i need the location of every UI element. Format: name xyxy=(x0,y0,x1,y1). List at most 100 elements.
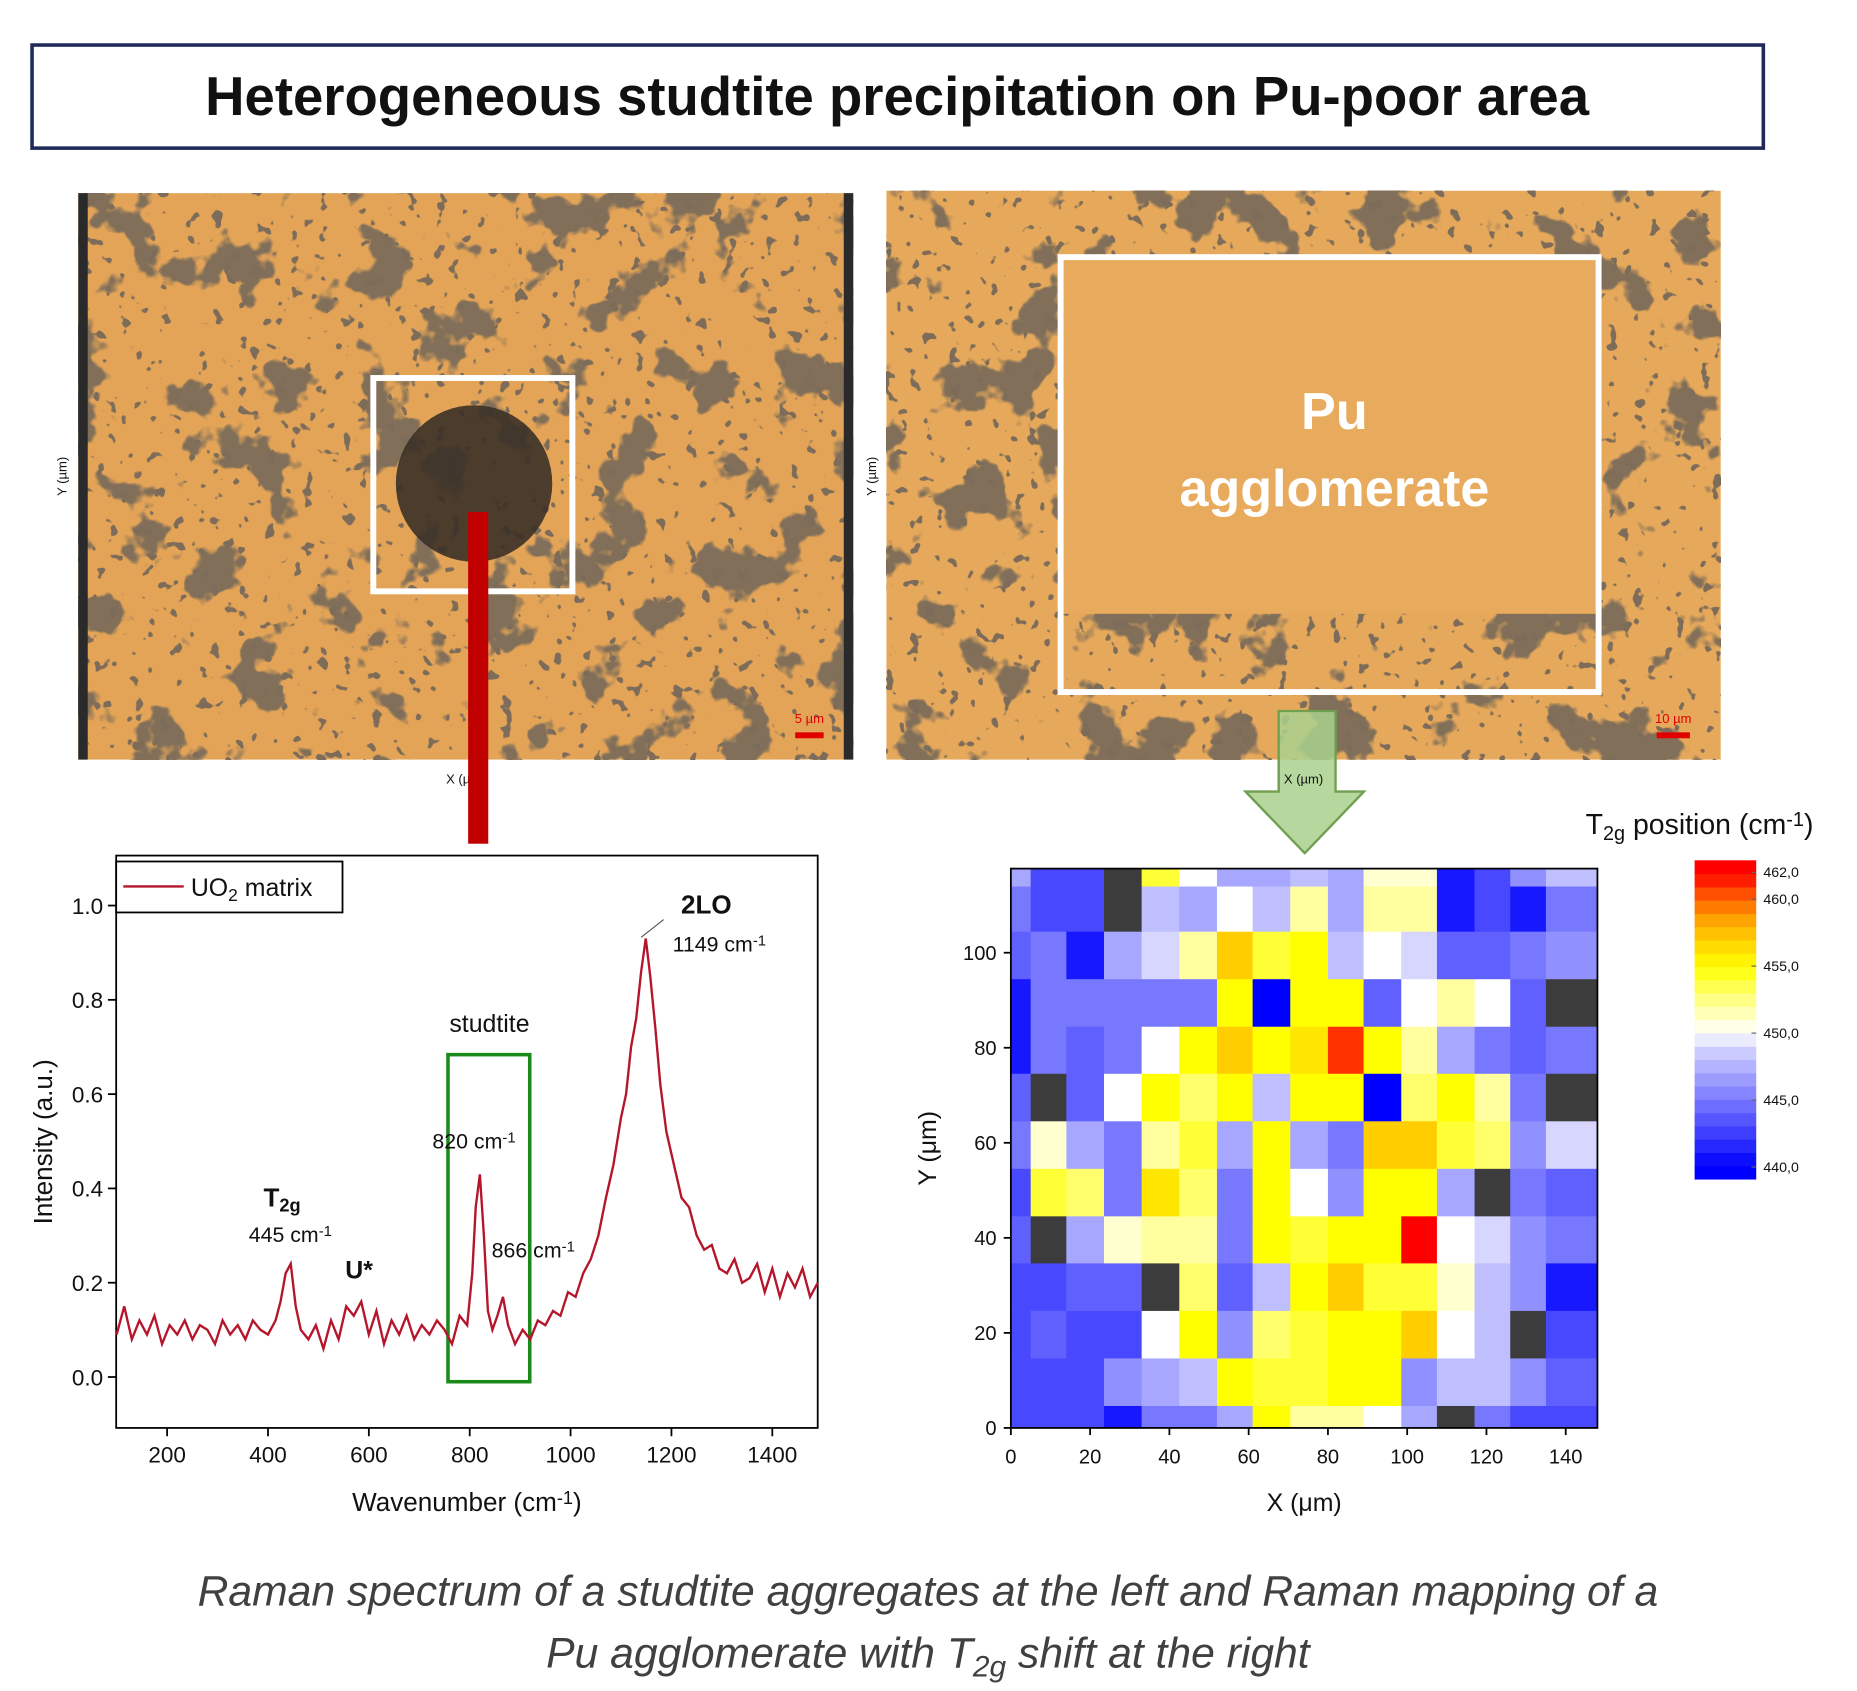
heatmap-cell xyxy=(1363,1405,1402,1429)
annotation: 820 cm-1 xyxy=(432,1129,515,1153)
heatmap-cell xyxy=(1474,1405,1511,1429)
chart-background xyxy=(28,843,825,1520)
heatmap-cell xyxy=(1103,1073,1143,1122)
scale-label: 10 µm xyxy=(1655,711,1691,726)
heatmap-cell xyxy=(1327,1120,1364,1169)
leader-line xyxy=(640,919,665,938)
text-part: 866 cm xyxy=(492,1238,562,1262)
heatmap-cell xyxy=(1401,1026,1438,1074)
y-tick-label: 80 xyxy=(974,1038,996,1060)
heatmap-cell xyxy=(1401,1073,1438,1122)
heatmap-cell xyxy=(1363,1310,1402,1359)
colorbar-band xyxy=(1694,1152,1757,1167)
heatmap-cell xyxy=(1401,1310,1438,1359)
heatmap-cell xyxy=(1327,1310,1364,1359)
heatmap-cell xyxy=(1436,1310,1475,1359)
colorbar-band xyxy=(1694,1046,1757,1061)
heatmap-cell xyxy=(1401,931,1438,980)
heatmap-cell xyxy=(1141,931,1180,980)
heatmap-cell xyxy=(1545,1120,1598,1169)
legend-label: UO2 matrix xyxy=(191,874,313,905)
heatmap-cell xyxy=(1401,978,1438,1027)
x-tick-label: 140 xyxy=(1549,1446,1583,1468)
heatmap-cell xyxy=(1252,1358,1291,1406)
heatmap-cell xyxy=(1510,1263,1547,1311)
heatmap-cell xyxy=(1290,1405,1329,1429)
colorbar-band xyxy=(1694,1165,1757,1180)
heatmap-cell xyxy=(1401,1263,1438,1311)
heatmap-cell xyxy=(1290,868,1329,887)
heatmap-cell xyxy=(1141,1026,1180,1074)
heatmap-cell xyxy=(1103,1263,1143,1311)
heatmap-cell xyxy=(1290,886,1329,932)
heatmap-cell xyxy=(1179,1405,1218,1429)
colorbar-band xyxy=(1694,1086,1757,1100)
x-tick-label: 20 xyxy=(1079,1446,1101,1468)
heatmap-cell xyxy=(1030,1026,1067,1074)
colorbar-tick-label: 462,0 xyxy=(1763,865,1799,881)
heatmap-cell xyxy=(1510,931,1547,980)
heatmap-cell xyxy=(1103,1026,1143,1074)
heatmap-cell xyxy=(1010,1263,1032,1311)
heatmap-cell xyxy=(1216,886,1253,932)
heatmap-cell xyxy=(1216,1120,1253,1169)
heatmap-cell xyxy=(1401,1358,1438,1406)
superscript: -1 xyxy=(557,1487,573,1508)
heatmap-cell xyxy=(1290,978,1329,1027)
heatmap-cell xyxy=(1474,1073,1511,1122)
heatmap-cell xyxy=(1030,1263,1067,1311)
caption-line: Pu agglomerate with T2g shift at the rig… xyxy=(546,1629,1312,1683)
x-tick-label: 400 xyxy=(249,1442,287,1467)
heatmap-cell xyxy=(1510,978,1547,1027)
heatmap-cell xyxy=(1363,1168,1402,1217)
title-box xyxy=(30,43,1766,150)
text-part: position (cm xyxy=(1625,809,1786,841)
y-tick-label: 0.0 xyxy=(72,1365,103,1390)
colorbar-title: T2g position (cm-1) xyxy=(1586,809,1814,845)
heatmap-cell xyxy=(1141,1215,1180,1264)
heatmap-cell xyxy=(1066,1026,1105,1074)
annotation: 2LO xyxy=(681,890,732,920)
heatmap-cell xyxy=(1103,1168,1143,1217)
colorbar-tick-label: 445,0 xyxy=(1763,1093,1799,1109)
heatmap-cell xyxy=(1363,1073,1402,1122)
heatmap-cell xyxy=(1436,978,1475,1027)
heatmap-cell xyxy=(1179,1263,1218,1311)
heatmap-cell xyxy=(1327,1073,1364,1122)
text-part: Pu agglomerate with T xyxy=(546,1629,976,1677)
annotation: 866 cm-1 xyxy=(492,1238,575,1262)
heatmap-cell xyxy=(1327,1215,1364,1264)
heatmap-cell xyxy=(1216,1263,1253,1311)
heatmap-cell xyxy=(1030,931,1067,980)
superscript: -1 xyxy=(753,933,766,950)
heatmap-cell xyxy=(1216,1358,1253,1406)
heatmap-cell xyxy=(1252,931,1291,980)
heatmap-cell xyxy=(1030,1358,1067,1406)
x-tick-label: 40 xyxy=(1158,1446,1180,1468)
heatmap-cell xyxy=(1290,1120,1329,1169)
heatmap-cell xyxy=(1545,1073,1598,1122)
heatmap-cell xyxy=(1290,1310,1329,1359)
heatmap-cell xyxy=(1030,1073,1067,1122)
heatmap-cell xyxy=(1436,1168,1475,1217)
heatmap-cell xyxy=(1010,1073,1032,1122)
heatmap-cell xyxy=(1545,868,1598,887)
heatmap-cell xyxy=(1510,1026,1547,1074)
arrow-shaft xyxy=(468,511,489,856)
x-tick-label: 120 xyxy=(1470,1446,1504,1468)
heatmap-cell xyxy=(1401,1168,1438,1217)
heatmap-cell xyxy=(1290,931,1329,980)
y-tick-label: 0 xyxy=(985,1418,996,1440)
annotation: 445 cm-1 xyxy=(249,1223,332,1247)
heatmap-cell xyxy=(1252,1026,1291,1074)
selection-box xyxy=(1057,254,1602,696)
heatmap-cell xyxy=(1436,886,1475,932)
heatmap-cell xyxy=(1010,1168,1032,1217)
heatmap-cell xyxy=(1545,1405,1598,1429)
heatmap-cell xyxy=(1401,868,1438,887)
heatmap-cell xyxy=(1545,978,1598,1027)
heatmap-cell xyxy=(1327,868,1364,887)
heatmap-cell xyxy=(1474,1215,1511,1264)
heatmap-cell xyxy=(1179,1073,1218,1122)
image-x-label: X (µm) xyxy=(1284,771,1323,786)
